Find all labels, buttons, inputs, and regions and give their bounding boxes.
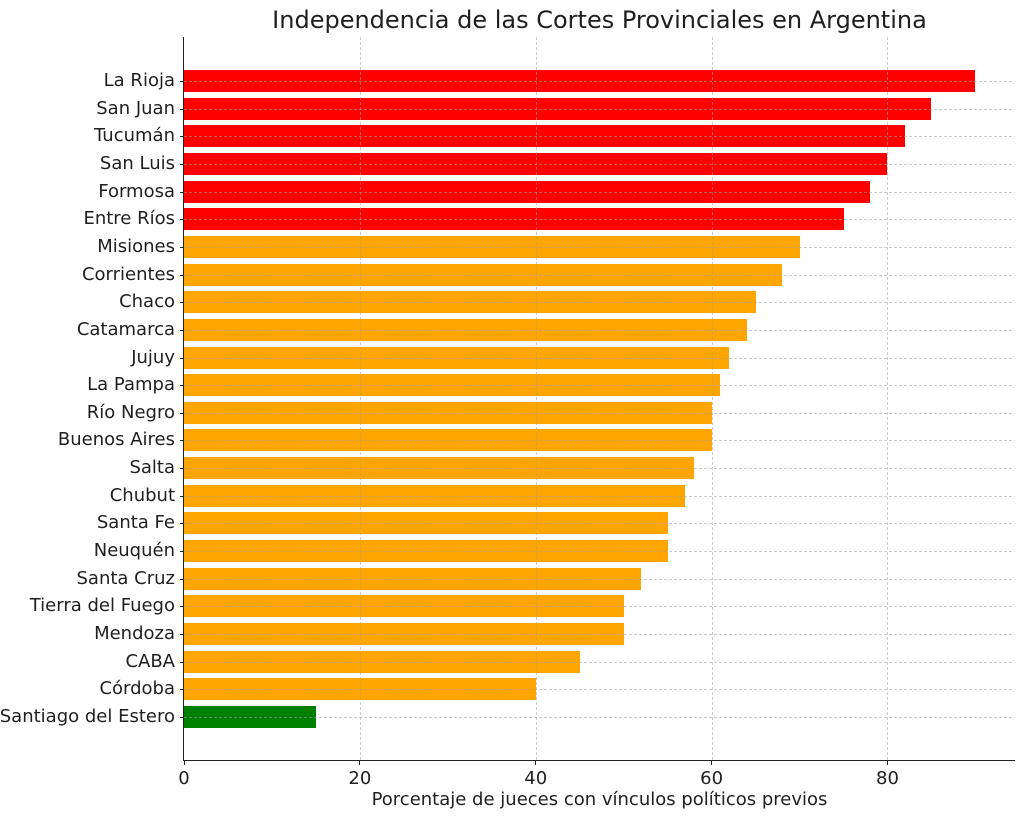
- y-tick-label: Chaco: [119, 291, 175, 313]
- y-tick-label: Neuquén: [93, 540, 175, 562]
- x-tick-label: 40: [524, 768, 548, 789]
- y-tick-label: San Luis: [99, 152, 175, 174]
- y-tick-mark: [180, 357, 184, 359]
- bar: [184, 512, 668, 535]
- y-tick-mark: [180, 385, 184, 387]
- x-axis: 0 20 40 60 80: [178, 761, 1015, 791]
- bar: [184, 291, 756, 314]
- y-tick-mark: [180, 440, 184, 442]
- x-tick-label: 20: [348, 768, 372, 789]
- y-tick-mark: [180, 191, 184, 193]
- x-tick-mark: [183, 761, 185, 765]
- bar: [184, 678, 536, 701]
- bar: [184, 346, 730, 369]
- y-tick-label: Corrientes: [81, 263, 175, 285]
- bar: [184, 650, 580, 673]
- y-tick-mark: [180, 661, 184, 663]
- y-tick-mark: [180, 163, 184, 165]
- bar: [184, 429, 712, 452]
- chart-title: Independencia de las Cortes Provinciales…: [272, 6, 927, 34]
- bar: [184, 70, 976, 92]
- y-tick-mark: [180, 302, 184, 304]
- y-tick-label: CABA: [125, 650, 175, 672]
- y-tick-mark: [180, 716, 184, 718]
- y-tick-label: Santa Cruz: [76, 567, 176, 589]
- y-axis-spine: [183, 37, 184, 761]
- bar: [184, 235, 800, 258]
- y-tick-mark: [180, 551, 184, 553]
- x-tick-label: 80: [876, 768, 899, 789]
- y-tick-label: Catamarca: [76, 318, 175, 340]
- y-tick-label: Córdoba: [99, 678, 175, 700]
- bar: [184, 457, 695, 480]
- bar: [184, 540, 668, 563]
- bar: [184, 263, 782, 286]
- bar: [184, 374, 721, 397]
- x-axis-spine: [183, 760, 1015, 761]
- y-tick-label: Santiago del Estero: [0, 705, 175, 727]
- x-tick-mark: [359, 761, 361, 765]
- y-tick-mark: [180, 108, 184, 110]
- plot-area: La Rioja San Juan Tucumán San Luis Formosa En…: [0, 37, 1015, 761]
- y-tick-label: San Juan: [96, 97, 175, 119]
- y-tick-mark: [180, 634, 184, 636]
- y-tick-label: Tierra del Fuego: [29, 595, 175, 617]
- y-tick-label: Formosa: [98, 180, 175, 202]
- y-tick-label: Mendoza: [94, 623, 175, 645]
- y-tick-label: Chubut: [109, 484, 175, 506]
- x-tick-mark: [535, 761, 537, 765]
- bar: [184, 318, 747, 341]
- y-tick-label: Misiones: [97, 235, 175, 257]
- bar: [184, 623, 624, 646]
- x-tick-label: 60: [700, 768, 724, 789]
- y-tick-mark: [180, 329, 184, 331]
- x-tick-mark: [886, 761, 888, 765]
- bar: [184, 595, 624, 618]
- y-tick-label: Salta: [129, 457, 175, 479]
- x-axis-label: Porcentaje de jueces con vínculos políti…: [371, 789, 828, 810]
- bar: [184, 180, 870, 203]
- y-tick-mark: [180, 81, 184, 82]
- y-tick-mark: [180, 219, 184, 221]
- y-tick-mark: [180, 412, 184, 414]
- y-tick-mark: [180, 606, 184, 608]
- y-tick-mark: [180, 495, 184, 497]
- bar: [184, 484, 686, 507]
- bar: [184, 208, 844, 231]
- y-tick-mark: [180, 274, 184, 276]
- bar: [184, 97, 932, 120]
- y-tick-label: Santa Fe: [96, 512, 175, 534]
- y-tick-label: La Pampa: [87, 374, 175, 396]
- y-tick-mark: [180, 523, 184, 525]
- bar: [184, 567, 642, 590]
- y-tick-mark: [180, 246, 184, 248]
- bar: [184, 152, 888, 175]
- x-tick-mark: [711, 761, 713, 765]
- y-tick-label: Río Negro: [86, 401, 175, 423]
- y-tick-label: Jujuy: [131, 346, 175, 368]
- bar: [184, 125, 906, 148]
- y-tick-mark: [180, 578, 184, 580]
- y-tick-label: Tucumán: [94, 125, 175, 147]
- y-tick-label: Entre Ríos: [83, 208, 175, 230]
- bar: [184, 401, 712, 424]
- y-tick-label: Buenos Aires: [57, 429, 175, 451]
- y-tick-mark: [180, 689, 184, 691]
- bar: [184, 705, 316, 728]
- x-tick-label: 0: [178, 768, 190, 789]
- y-tick-mark: [180, 136, 184, 138]
- y-tick-label: La Rioja: [103, 70, 175, 91]
- y-tick-mark: [180, 468, 184, 470]
